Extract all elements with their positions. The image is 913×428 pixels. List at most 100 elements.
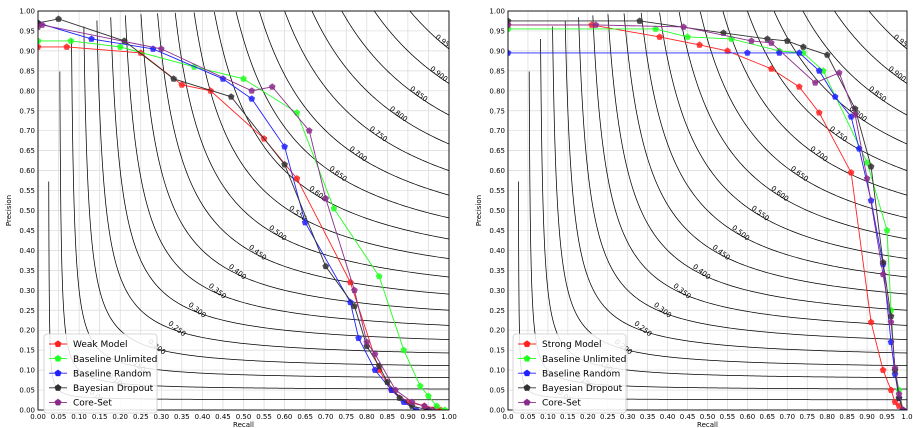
iso-f1-curve bbox=[374, 11, 449, 84]
iso-f1-curve bbox=[802, 11, 907, 116]
y-tick-label: 0.00 bbox=[489, 407, 505, 415]
y-tick-label: 0.40 bbox=[19, 247, 35, 255]
y-tick-label: 0.30 bbox=[19, 287, 35, 295]
point-core-set bbox=[887, 318, 895, 326]
legend-label-strong-model: Strong Model bbox=[542, 340, 602, 350]
iso-f1-curve bbox=[235, 11, 449, 219]
x-tick-label: 0.20 bbox=[112, 413, 128, 421]
legend-marker-baseline-random bbox=[523, 369, 531, 377]
point-core-set bbox=[895, 390, 903, 397]
legend-label-baseline-random: Baseline Random bbox=[73, 369, 151, 379]
iso-f1-curve bbox=[578, 17, 907, 340]
legend-box bbox=[512, 333, 627, 414]
point-core-set bbox=[305, 127, 313, 134]
point-strong-model bbox=[847, 169, 855, 176]
x-axis-label: Recall bbox=[697, 421, 718, 428]
legend-label-bayesian-dropout: Bayesian Dropout bbox=[73, 384, 154, 394]
iso-f1-curve bbox=[592, 15, 907, 326]
y-tick-label: 0.35 bbox=[19, 267, 35, 275]
x-tick-label: 1.00 bbox=[441, 413, 457, 421]
x-tick-label: 0.55 bbox=[720, 413, 736, 421]
legend-marker-bayesian-dropout bbox=[54, 384, 62, 391]
x-tick-label: 0.55 bbox=[256, 413, 272, 421]
point-core-set bbox=[899, 406, 907, 410]
point-core-set bbox=[851, 111, 859, 118]
point-baseline-unlimited bbox=[116, 43, 124, 50]
x-tick-label: 0.30 bbox=[154, 413, 170, 421]
y-tick-label: 0.15 bbox=[489, 347, 505, 355]
x-tick-label: 0.40 bbox=[195, 413, 211, 421]
legend-marker-core-set bbox=[523, 398, 531, 406]
point-baseline-unlimited bbox=[330, 205, 338, 212]
x-tick-label: 0.80 bbox=[819, 413, 835, 421]
y-tick-label: 0.20 bbox=[489, 327, 505, 335]
y-tick-label: 0.50 bbox=[489, 207, 505, 215]
point-baseline-random bbox=[508, 49, 512, 56]
iso-f1-curve bbox=[341, 11, 449, 116]
x-tick-label: 0.45 bbox=[215, 413, 231, 421]
iso-f1-curve bbox=[773, 11, 907, 145]
series-group bbox=[38, 15, 449, 410]
x-tick-label: 0.0 bbox=[502, 413, 513, 421]
y-tick-label: 0.70 bbox=[489, 127, 505, 135]
iso-f1-curve bbox=[174, 12, 449, 278]
point-bayesian-dropout bbox=[396, 394, 403, 401]
point-core-set bbox=[879, 270, 887, 278]
point-core-set bbox=[508, 21, 512, 28]
x-tick-label: 0.25 bbox=[600, 413, 616, 421]
point-baseline-unlimited bbox=[400, 346, 408, 353]
point-strong-model bbox=[656, 33, 663, 40]
x-tick-label: 0.95 bbox=[421, 413, 437, 421]
y-tick-label: 0.50 bbox=[19, 207, 35, 215]
point-baseline-unlimited bbox=[425, 392, 432, 399]
x-tick-label: 1.0 bbox=[901, 413, 912, 421]
point-core-set bbox=[322, 195, 330, 202]
point-baseline-unlimited bbox=[652, 25, 659, 32]
x-tick-label: 0.50 bbox=[236, 413, 252, 421]
chart-right: 0.0 0.05 0.10 0.15 0.20 0.25 0.30 0.35 0.40 0.45 0… bbox=[475, 8, 913, 428]
point-baseline-random bbox=[831, 93, 839, 100]
y-tick-label: 0.80 bbox=[489, 87, 505, 95]
point-strong-model bbox=[887, 386, 895, 393]
point-core-set bbox=[351, 286, 358, 294]
point-baseline-random bbox=[248, 95, 256, 102]
x-tick-label: 0.70 bbox=[318, 413, 334, 421]
y-tick-label: 0.75 bbox=[19, 107, 35, 115]
y-tick-label: 0.00 bbox=[19, 407, 35, 415]
y-tick-label: 0.15 bbox=[19, 347, 35, 355]
y-tick-label: 0.95 bbox=[489, 27, 505, 35]
legend: Strong Model Baseline Unlimited Baseline R… bbox=[512, 333, 627, 414]
x-tick-label: 0.35 bbox=[174, 413, 190, 421]
y-tick-label: 0.35 bbox=[489, 267, 505, 275]
legend: Weak Model Baseline Unlimited Baseline Ran… bbox=[43, 333, 158, 414]
point-weak-model bbox=[178, 81, 186, 88]
point-bayesian-dropout bbox=[322, 262, 330, 270]
iso-f1-curve bbox=[868, 11, 907, 50]
point-baseline-unlimited bbox=[684, 33, 691, 40]
x-tick-label: 0.85 bbox=[380, 413, 396, 421]
point-bayesian-dropout bbox=[170, 75, 177, 82]
point-core-set bbox=[157, 45, 165, 52]
y-tick-label: 0.45 bbox=[19, 227, 35, 235]
point-baseline-unlimited bbox=[416, 382, 424, 389]
y-tick-label: 0.90 bbox=[19, 47, 35, 55]
point-core-set bbox=[863, 175, 871, 182]
y-tick-label: 0.10 bbox=[19, 367, 35, 375]
y-tick-label: 0.05 bbox=[19, 387, 35, 395]
point-baseline-random bbox=[281, 143, 288, 150]
y-tick-label: 0.60 bbox=[19, 167, 35, 175]
point-weak-model bbox=[293, 175, 301, 182]
x-tick-label: 0.10 bbox=[540, 413, 556, 421]
point-baseline-random bbox=[88, 35, 95, 42]
y-tick-label: 0.95 bbox=[19, 27, 35, 35]
point-baseline-unlimited bbox=[433, 402, 440, 409]
y-tick-label: 0.20 bbox=[19, 327, 35, 335]
series-group bbox=[508, 17, 907, 410]
iso-f1-curve bbox=[96, 20, 449, 354]
y-tick-label: 1.00 bbox=[19, 8, 35, 16]
point-strong-model bbox=[696, 41, 703, 48]
point-baseline-unlimited bbox=[883, 226, 891, 234]
iso-f1-curve bbox=[623, 13, 907, 295]
point-baseline-random bbox=[355, 334, 362, 342]
